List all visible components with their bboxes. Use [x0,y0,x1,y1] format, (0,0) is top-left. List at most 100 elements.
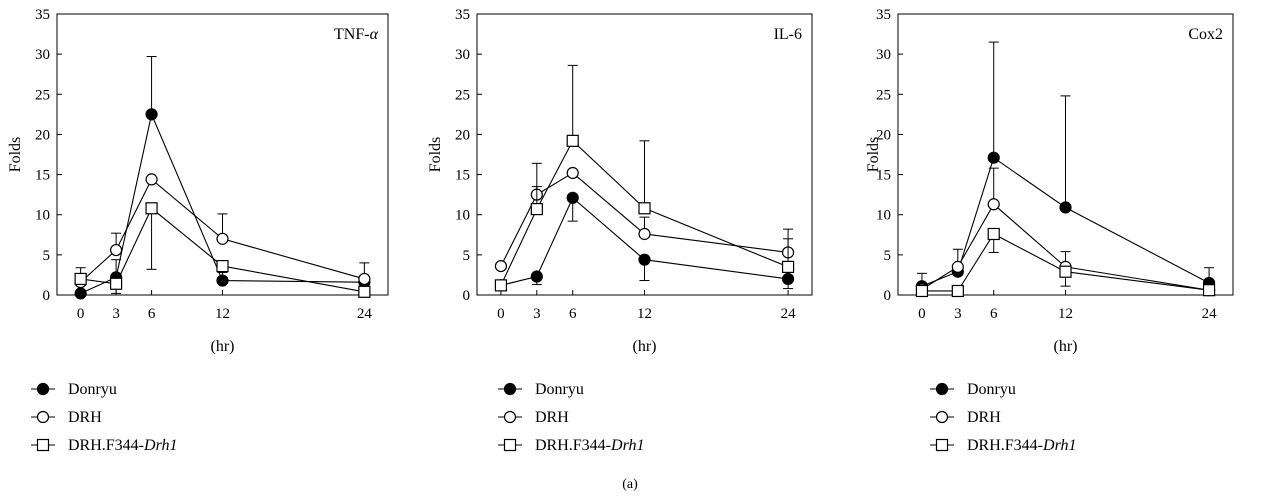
y-tick-label: 15 [876,168,891,184]
y-tick-label: 0 [463,288,471,304]
data-point [216,232,229,245]
legend-marker [36,438,50,452]
data-point [216,259,229,273]
legend-label-text: DRH.F344- [967,437,1043,454]
legend-label: Donryu [967,381,1016,398]
legend-label: DRH [68,409,102,426]
x-tick-label: 3 [533,306,541,322]
x-tick-label: 24 [357,306,373,322]
x-tick-label: 24 [781,306,797,322]
data-point [1059,265,1072,278]
x-tick-label: 6 [990,306,998,322]
data-point [110,277,123,290]
y-tick-label: 5 [463,248,471,264]
y-tick-label: 15 [35,168,50,184]
y-tick-label: 30 [876,47,891,63]
y-tick-label: 35 [455,7,470,23]
data-point [566,191,579,204]
y-tick-label: 20 [876,127,891,143]
legend-label-italic: Drh1 [610,437,645,454]
legend-marker [36,382,50,396]
y-tick-label: 20 [455,127,470,143]
panel-title: Cox2 [1188,26,1223,43]
y-tick-label: 10 [876,208,891,224]
x-tick-label: 6 [569,306,577,322]
data-point [781,260,795,273]
data-point [781,272,795,286]
legend-label: DRH.F344-Drh1 [68,437,178,454]
x-tick-label: 6 [148,306,156,322]
legend-label: DRH.F344-Drh1 [967,437,1077,454]
legend-marker [36,410,50,424]
legend-label-italic: Drh1 [143,437,178,454]
x-tick-label: 24 [1202,306,1218,322]
data-point [145,108,158,121]
panel-title-text: Cox2 [1188,26,1223,43]
y-tick-label: 25 [455,87,470,103]
y-tick-label: 5 [884,248,892,264]
data-point [987,227,1000,241]
legend-label: Donryu [68,381,117,398]
data-point [951,260,964,273]
data-point [494,259,508,273]
legend-marker [503,410,517,424]
y-tick-label: 30 [35,47,50,63]
data-point [951,284,964,298]
y-tick-label: 0 [43,288,51,304]
y-tick-label: 5 [43,248,51,264]
y-axis-label: Folds [865,137,882,173]
data-point [1202,284,1216,297]
series-3 [74,202,371,298]
legend-label: Donryu [535,381,584,398]
chart-panels: 0 5 10 15 20 25 30 35 0 3 6 12 24 (hr) Folds TNF-α Donry… [7,7,1234,454]
panel-title: TNF-α [334,26,379,43]
data-point [110,243,123,257]
legend-marker [935,382,949,396]
data-point [566,166,579,180]
y-tick-label: 30 [455,47,470,63]
figure-label: (a) [622,477,638,492]
data-point [566,134,579,147]
plot-frame [56,13,389,296]
data-point [1059,201,1072,214]
legend-label: DRH [535,409,569,426]
data-point [494,279,508,292]
legend-label-italic: Drh1 [1042,437,1077,454]
x-tick-label: 12 [637,306,652,322]
y-tick-label: 25 [35,87,50,103]
y-axis-label: Folds [427,137,444,173]
chart-panel-2: 0 5 10 15 20 25 30 35 0 3 6 12 24 (hr) Folds IL-6 Donryu… [427,7,813,454]
legend-label-text: DRH.F344- [68,437,144,454]
chart-panel-1: 0 5 10 15 20 25 30 35 0 3 6 12 24 (hr) Folds TNF-α Donry… [7,7,389,454]
data-point [915,284,929,298]
y-tick-label: 10 [455,208,470,224]
x-tick-label: 0 [497,306,505,322]
data-point [216,274,229,287]
y-tick-label: 0 [884,288,892,304]
x-tick-label: 12 [1058,306,1073,322]
legend-label: DRH.F344-Drh1 [535,437,645,454]
panel-title: IL-6 [774,26,802,43]
legend: Donryu DRH DRH.F344-Drh1 [31,381,178,454]
data-point [145,173,158,186]
data-point [987,151,1000,164]
panel-title-text: TNF- [334,26,370,43]
data-point [987,198,1000,211]
legend-marker [503,382,517,396]
panel-title-italic: α [370,26,379,43]
legend: Donryu DRH DRH.F344-Drh1 [498,381,645,454]
x-axis-label: (hr) [1054,338,1078,355]
x-tick-label: 0 [77,306,85,322]
data-point [145,202,158,215]
data-point [638,227,651,241]
series-3 [494,64,795,292]
y-tick-label: 20 [35,127,50,143]
legend-label: DRH [967,409,1001,426]
x-axis-label: (hr) [211,338,235,355]
legend-marker [935,438,949,452]
x-tick-label: 12 [215,306,230,322]
data-point [530,270,543,283]
legend-label-text: DRH.F344- [535,437,611,454]
data-point [358,285,371,298]
